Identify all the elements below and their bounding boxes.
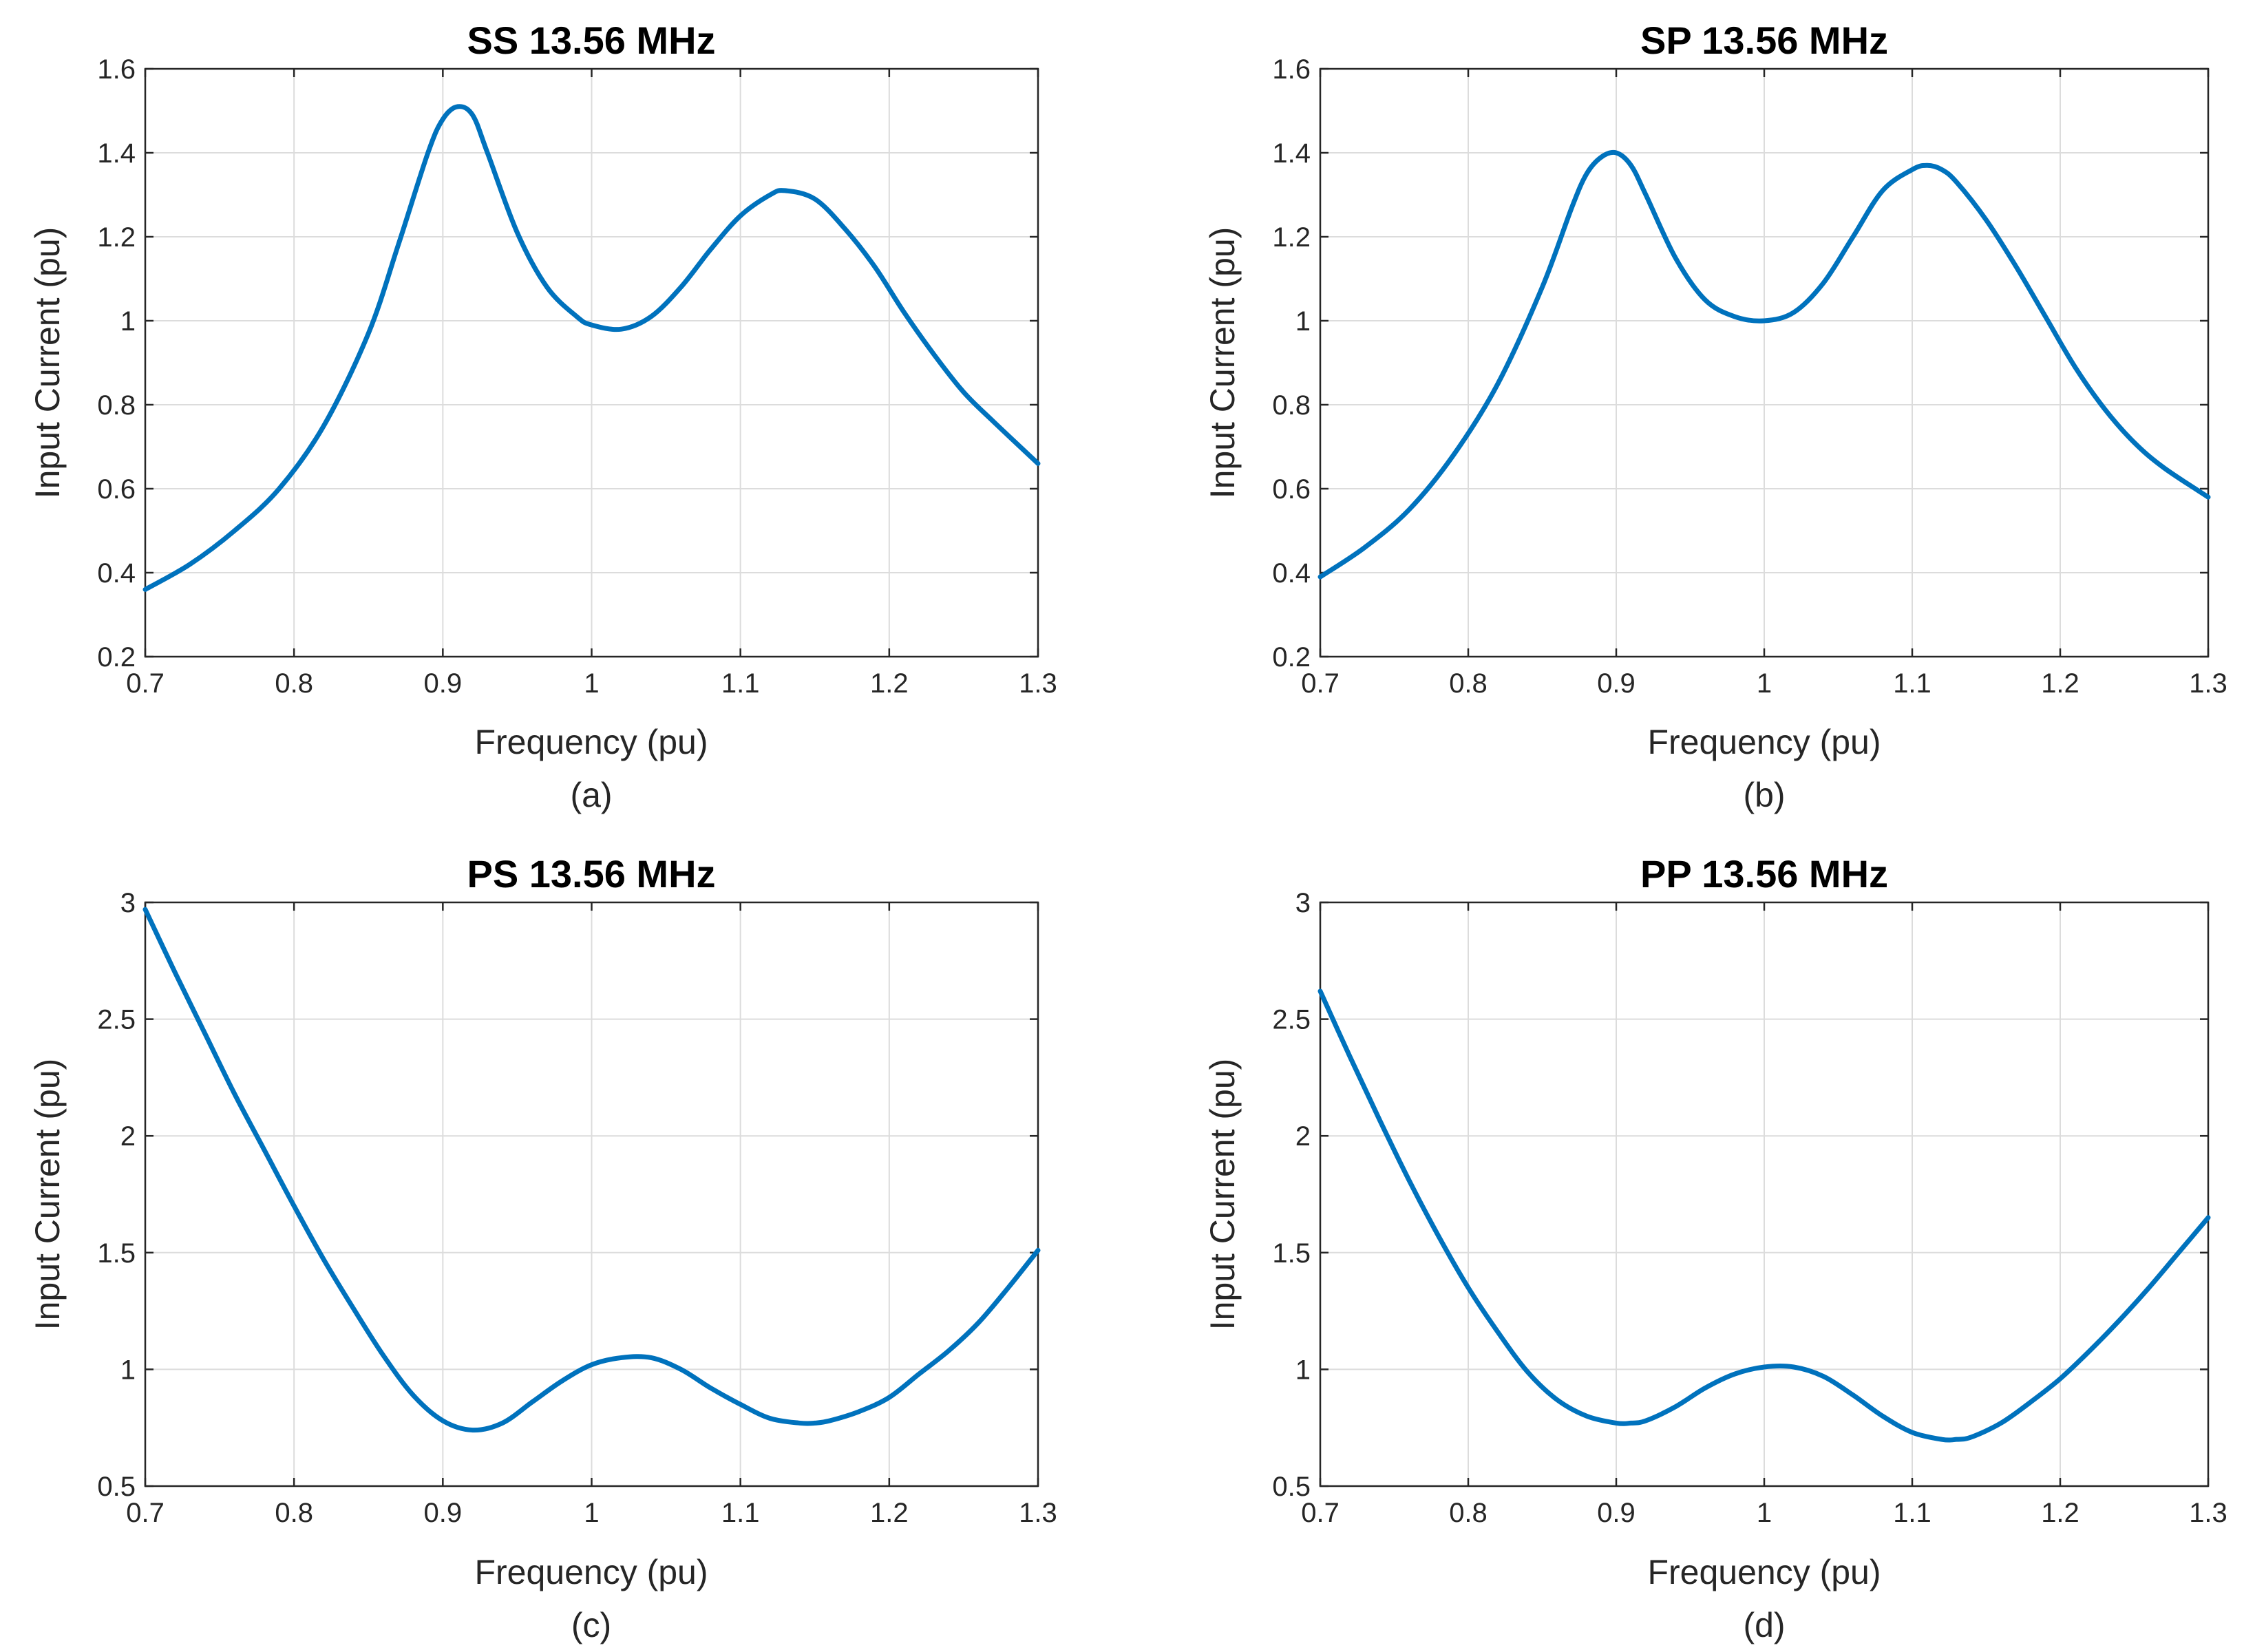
x-tick-label: 0.7 — [1301, 1498, 1340, 1528]
panel-ps: 0.7 0.8 0.9 1 1.1 1.2 1.3 0.5 1 1.5 2 2.5 3 PS 13.56… — [28, 852, 1057, 1644]
series-line-path — [142, 104, 1041, 592]
y-tick-label: 1.4 — [1272, 138, 1311, 169]
x-tick-label: 1.3 — [1019, 1498, 1057, 1528]
y-axis-label: Input Current (pu) — [28, 1059, 67, 1331]
y-tick-label: 0.8 — [97, 390, 136, 421]
x-axis-label: Frequency (pu) — [474, 1553, 708, 1591]
chart-title: SS 13.56 MHz — [467, 19, 715, 62]
panel-pp: 0.7 0.8 0.9 1 1.1 1.2 1.3 0.5 1 1.5 2 2.5 3 PP 13.56… — [1203, 852, 2227, 1644]
x-tick-label: 0.9 — [1597, 668, 1636, 699]
x-tick-label: 1.1 — [1893, 668, 1931, 699]
y-axis-label: Input Current (pu) — [1203, 227, 1242, 499]
x-axis-label: Frequency (pu) — [474, 723, 708, 761]
chart-title: PS 13.56 MHz — [467, 852, 715, 896]
x-tick-label: 1.1 — [1893, 1498, 1931, 1528]
y-axis-label: Input Current (pu) — [1203, 1059, 1242, 1331]
x-tick-label: 1.3 — [1019, 668, 1057, 699]
panel-caption: (b) — [1743, 776, 1785, 814]
series-line — [1317, 988, 2211, 1443]
y-tick-label: 2 — [120, 1121, 136, 1152]
axis-ticks: 0.7 0.8 0.9 1 1.1 1.2 1.3 0.5 1 1.5 2 2.5 3 — [97, 888, 1057, 1528]
y-axis-label: Input Current (pu) — [28, 227, 67, 499]
x-tick-label: 0.7 — [1301, 668, 1340, 699]
series-line-path — [142, 907, 1041, 1433]
chart-title: PP 13.56 MHz — [1640, 852, 1888, 896]
x-tick-label: 1.2 — [870, 1498, 909, 1528]
series-line — [142, 104, 1041, 592]
y-tick-label: 1.5 — [97, 1238, 136, 1269]
x-tick-label: 1.2 — [2041, 668, 2079, 699]
y-tick-label: 2.5 — [1272, 1005, 1311, 1035]
x-tick-label: 0.9 — [424, 668, 463, 699]
x-tick-label: 1 — [584, 668, 599, 699]
x-axis-label: Frequency (pu) — [1647, 723, 1881, 761]
panel-sp: 0.7 0.8 0.9 1 1.1 1.2 1.3 0.2 0.4 0.6 0.8 1 1.2 1.4 1.… — [1203, 19, 2227, 814]
x-tick-label: 0.8 — [1449, 668, 1488, 699]
x-tick-label: 1.3 — [2189, 668, 2227, 699]
y-tick-label: 0.4 — [1272, 558, 1311, 589]
x-tick-label: 1.1 — [721, 668, 760, 699]
axis-ticks: 0.7 0.8 0.9 1 1.1 1.2 1.3 0.2 0.4 0.6 0.8 1 1.2 1.4 1.… — [1272, 54, 2227, 699]
x-tick-label: 0.9 — [1597, 1498, 1636, 1528]
x-tick-label: 0.8 — [275, 1498, 313, 1528]
x-tick-label: 1 — [584, 1498, 599, 1528]
y-tick-label: 1 — [1295, 306, 1311, 337]
y-tick-label: 0.6 — [1272, 474, 1311, 505]
panel-caption: (c) — [571, 1606, 611, 1644]
axis-ticks: 0.7 0.8 0.9 1 1.1 1.2 1.3 0.2 0.4 0.6 0.8 1 1.2 1.4 1.… — [97, 54, 1057, 699]
y-tick-label: 0.6 — [97, 474, 136, 505]
panel-caption: (a) — [570, 776, 612, 814]
series-line-path — [1317, 988, 2211, 1443]
y-tick-label: 0.2 — [97, 642, 136, 673]
axis-ticks: 0.7 0.8 0.9 1 1.1 1.2 1.3 0.5 1 1.5 2 2.5 3 — [1272, 888, 2227, 1528]
y-tick-label: 0.5 — [1272, 1472, 1311, 1502]
x-tick-label: 1.1 — [721, 1498, 760, 1528]
x-tick-label: 0.8 — [275, 668, 313, 699]
y-tick-label: 1.4 — [97, 138, 136, 169]
y-tick-label: 0.2 — [1272, 642, 1311, 673]
grid — [145, 68, 1039, 657]
x-tick-label: 1 — [1757, 1498, 1772, 1528]
x-tick-label: 0.7 — [126, 1498, 165, 1528]
grid — [1320, 68, 2209, 657]
y-tick-label: 1 — [120, 1355, 136, 1385]
x-tick-label: 1.2 — [2041, 1498, 2079, 1528]
y-tick-label: 1.5 — [1272, 1238, 1311, 1269]
x-tick-label: 1 — [1757, 668, 1772, 699]
y-tick-label: 1.2 — [97, 222, 136, 253]
x-tick-label: 0.9 — [424, 1498, 463, 1528]
y-tick-label: 0.5 — [97, 1472, 136, 1502]
y-tick-label: 2 — [1295, 1121, 1311, 1152]
panel-ss: 0.7 0.8 0.9 1 1.1 1.2 1.3 0.2 0.4 0.6 0.8 1 1.2 1.4 1.… — [28, 19, 1057, 814]
x-tick-label: 1.2 — [870, 668, 909, 699]
x-tick-label: 0.7 — [126, 668, 165, 699]
y-tick-label: 1 — [1295, 1355, 1311, 1385]
y-tick-label: 1.6 — [1272, 54, 1311, 85]
y-tick-label: 3 — [120, 888, 136, 918]
panel-caption: (d) — [1743, 1606, 1785, 1644]
x-axis-label: Frequency (pu) — [1647, 1553, 1881, 1591]
grid — [145, 902, 1039, 1487]
y-tick-label: 3 — [1295, 888, 1311, 918]
y-tick-label: 1.6 — [97, 54, 136, 85]
series-line-path — [1317, 149, 2211, 580]
y-tick-label: 1.2 — [1272, 222, 1311, 253]
y-tick-label: 2.5 — [97, 1005, 136, 1035]
y-tick-label: 0.8 — [1272, 390, 1311, 421]
x-tick-label: 1.3 — [2189, 1498, 2227, 1528]
series-line — [142, 907, 1041, 1433]
series-line — [1317, 149, 2211, 580]
grid — [1320, 902, 2209, 1487]
chart-title: SP 13.56 MHz — [1640, 19, 1888, 62]
y-tick-label: 0.4 — [97, 558, 136, 589]
y-tick-label: 1 — [120, 306, 136, 337]
x-tick-label: 0.8 — [1449, 1498, 1488, 1528]
